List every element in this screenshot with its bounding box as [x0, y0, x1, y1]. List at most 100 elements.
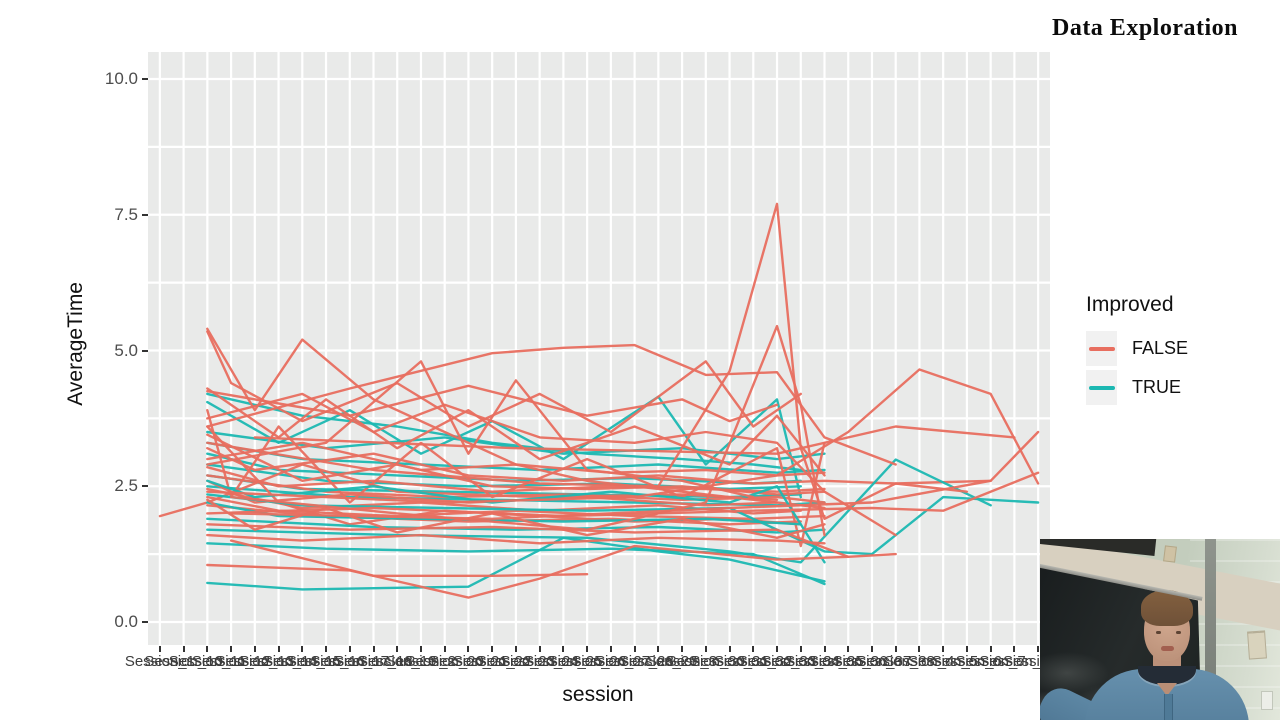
x-tick-label: Session_19	[358, 653, 437, 670]
x-tick-mark	[158, 646, 161, 652]
x-tick-label: Session_3	[647, 653, 718, 670]
x-tick-mark	[325, 646, 328, 652]
spaghetti-plot-svg	[148, 52, 1050, 645]
x-tick-mark	[1037, 646, 1040, 652]
legend-key-false	[1086, 331, 1117, 366]
x-tick-label: Session_4	[884, 653, 955, 670]
legend-label-false: FALSE	[1132, 338, 1189, 358]
x-tick-mark	[419, 646, 422, 652]
x-tick-label: Session_34	[761, 653, 840, 670]
y-tick-mark	[142, 621, 148, 623]
x-tick-label: Session_7	[955, 653, 1026, 670]
y-tick-mark	[142, 213, 148, 216]
x-tick-label: Session_20	[405, 653, 484, 670]
x-tick-label: Session_35	[785, 653, 864, 670]
x-tick-label: Session_18	[334, 653, 413, 670]
slide-title: Data Exploration	[1051, 15, 1238, 41]
x-tick-label: Session_15	[263, 653, 342, 670]
x-tick-mark	[253, 646, 256, 652]
series-line-true	[206, 395, 802, 499]
y-tick-mark	[142, 78, 148, 80]
x-tick-mark	[633, 646, 636, 652]
series-line-false	[206, 498, 826, 539]
series-line-false	[206, 447, 992, 485]
x-tick-mark	[894, 646, 897, 652]
webcam-video	[1040, 539, 1280, 720]
x-tick-label: Session_12	[191, 653, 271, 670]
x-tick-label: Session_11	[168, 653, 246, 670]
x-tick-label: Session_17	[310, 653, 389, 670]
x-tick-mark	[396, 646, 399, 652]
y-tick-label: 7.5	[114, 204, 138, 224]
x-tick-label: Session_26	[547, 653, 627, 670]
x-tick-label: Session_33	[737, 653, 817, 670]
x-tick-label: Session_37	[832, 653, 912, 670]
presenter-placket	[1164, 694, 1173, 720]
x-tick-label: Session_6	[931, 653, 1002, 670]
presenter-eye	[1156, 631, 1161, 634]
x-tick-label: Session_5	[908, 653, 979, 670]
x-tick-mark	[206, 646, 209, 652]
x-tick-label: Session_13	[215, 653, 295, 670]
x-tick-mark	[847, 646, 850, 652]
y-tick-label: 10.0	[104, 69, 138, 88]
series-line-false	[229, 430, 1040, 520]
x-tick-label: Session_27	[571, 653, 651, 670]
x-tick-label: Session_14	[239, 653, 318, 670]
x-tick-label: Session_21	[429, 653, 508, 670]
x-tick-label: Session_2	[385, 653, 456, 670]
x-tick-mark	[372, 646, 375, 652]
x-tick-mark	[348, 646, 351, 652]
x-tick-mark	[443, 646, 446, 652]
x-tick-label: Session_31	[690, 653, 769, 670]
x-tick-label: Session_8	[979, 653, 1050, 670]
series-line-false	[206, 360, 755, 499]
x-tick-mark	[752, 646, 755, 652]
wall-outlet	[1163, 545, 1177, 563]
x-tick-mark	[728, 646, 731, 652]
x-tick-label: Session_10	[144, 653, 223, 670]
x-tick-mark	[823, 646, 826, 652]
x-tick-label: Session_36	[809, 653, 888, 670]
plot-area	[148, 52, 1050, 645]
x-tick-label: Session_22	[452, 653, 532, 670]
y-tick-label: 5.0	[114, 340, 138, 360]
x-tick-mark	[942, 646, 945, 652]
x-tick-mark	[491, 646, 494, 652]
series-line-true	[206, 463, 802, 491]
y-tick-label: 2.5	[114, 476, 138, 496]
x-tick-label: Session_25	[524, 653, 603, 670]
x-tick-mark	[776, 646, 779, 652]
x-tick-label: Session_38	[856, 653, 935, 670]
series-line-false	[206, 343, 897, 466]
series-line-false	[206, 202, 969, 520]
true-line-swatch-icon	[1088, 385, 1115, 390]
presenter-mouth	[1161, 646, 1174, 651]
false-line-swatch-icon	[1088, 346, 1115, 351]
series-line-false	[206, 368, 1040, 504]
series-line-false	[229, 539, 589, 577]
x-tick-label: Session_24	[500, 653, 579, 670]
x-tick-mark	[609, 646, 612, 652]
x-tick-mark	[965, 646, 968, 652]
x-tick-mark	[657, 646, 660, 652]
legend-entry-false: FALSE	[1086, 331, 1188, 366]
x-tick-label: Session_32	[714, 653, 793, 670]
x-tick-mark	[230, 646, 233, 652]
series-line-false	[206, 533, 826, 545]
y-axis-title: AverageTime	[64, 282, 87, 406]
series-line-false	[206, 433, 826, 496]
y-tick-label: 0.0	[114, 612, 138, 631]
series-line-false	[206, 471, 1040, 518]
x-tick-mark	[799, 646, 802, 652]
x-tick-label: Session_16	[286, 653, 366, 670]
x-tick-mark	[277, 646, 280, 652]
x-tick-mark	[467, 646, 470, 652]
presenter-collar	[1138, 666, 1196, 685]
x-tick-label: Session_30	[666, 653, 746, 670]
x-tick-mark	[586, 646, 589, 652]
light-switch	[1261, 691, 1273, 710]
x-tick-mark	[562, 646, 565, 652]
x-tick-mark	[918, 646, 921, 652]
x-tick-mark	[1013, 646, 1016, 652]
